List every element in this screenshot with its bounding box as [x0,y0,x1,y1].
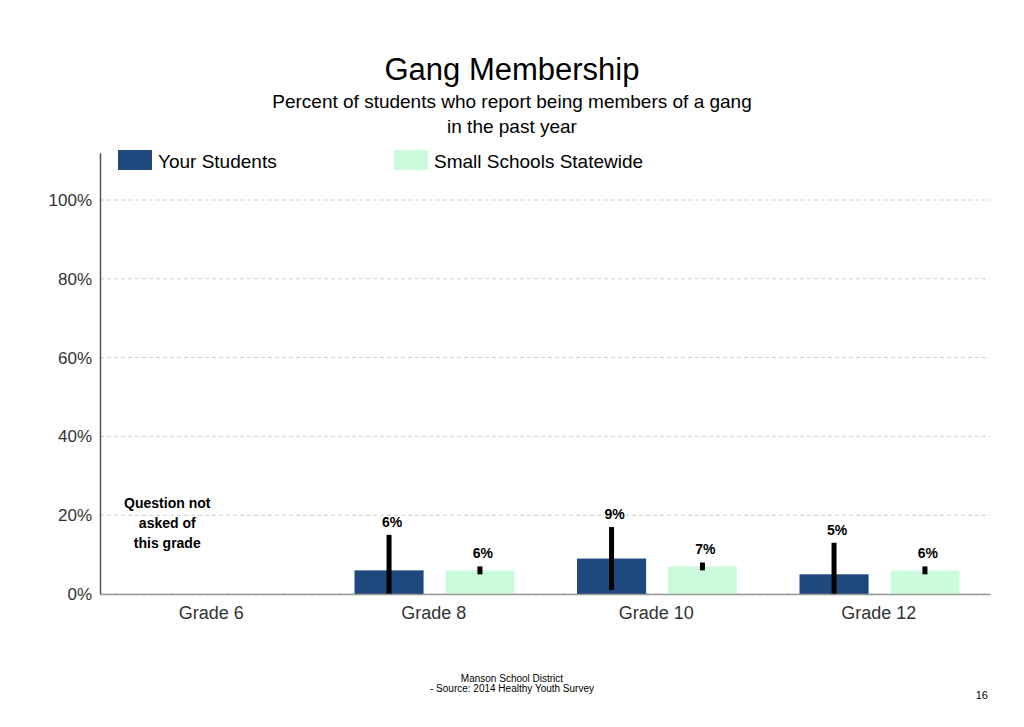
error-bar [387,535,392,594]
legend-label: Your Students [158,151,277,172]
legend-label: Small Schools Statewide [434,151,643,172]
source: - Source: 2014 Healthy Youth Survey [430,683,594,694]
grid-line [100,436,990,437]
chart: Gang Membership Percent of students who r… [0,0,1024,727]
y-tick: 40% [58,427,100,446]
data-label: 9% [604,506,625,522]
y-tick-label: 80% [58,270,92,289]
error-bar [922,566,927,574]
error-bar [609,527,614,590]
error-bar [700,562,705,570]
subtitle: in the past year [447,116,578,137]
y-tick-label: 60% [58,349,92,368]
grid-line [100,278,990,279]
grid-line [100,515,990,516]
y-tick: 80% [58,270,100,289]
bar [668,566,737,594]
legend-swatch [118,150,152,170]
grid-line [100,200,990,201]
y-tick-label: 100% [49,191,92,210]
data-label: 6% [473,545,494,561]
data-label: 5% [827,522,848,538]
x-tick-label: Grade 8 [401,603,466,623]
y-tick: 20% [58,506,100,525]
y-tick: 60% [58,349,100,368]
y-tick-label: 40% [58,427,92,446]
x-tick: Grade 12 [841,594,916,623]
x-tick: Grade 10 [619,594,694,623]
grid-line [100,357,990,358]
data-label: 6% [382,514,403,530]
annotation: Question not [124,495,211,511]
y-tick: 0% [67,585,100,604]
page-number: 16 [976,689,988,701]
data-label: 6% [918,545,939,561]
bars [355,527,960,594]
y-axis: 0% 20% 40% 60% 80% 100% [49,153,101,604]
x-tick-label: Grade 12 [841,603,916,623]
x-axis-line [101,594,991,596]
annotation: asked of [139,515,196,531]
x-tick-label: Grade 6 [179,603,244,623]
error-bar [477,566,482,574]
legend-swatch [394,150,428,170]
grid [100,200,990,594]
y-axis-line [100,153,102,594]
subtitle: Percent of students who report being mem… [272,91,752,112]
legend: Your Students Small Schools Statewide [118,150,643,172]
y-tick: 100% [49,191,100,210]
error-bar [832,543,837,594]
x-axis: Grade 6 Grade 8 Grade 10 Grade 12 [101,594,991,623]
x-tick: Grade 8 [401,594,466,623]
title: Gang Membership [384,52,639,87]
x-tick: Grade 6 [179,594,244,623]
x-tick-label: Grade 10 [619,603,694,623]
y-tick-label: 20% [58,506,92,525]
data-label: 7% [695,541,716,557]
annotation: this grade [134,535,201,551]
y-tick-label: 0% [67,585,92,604]
